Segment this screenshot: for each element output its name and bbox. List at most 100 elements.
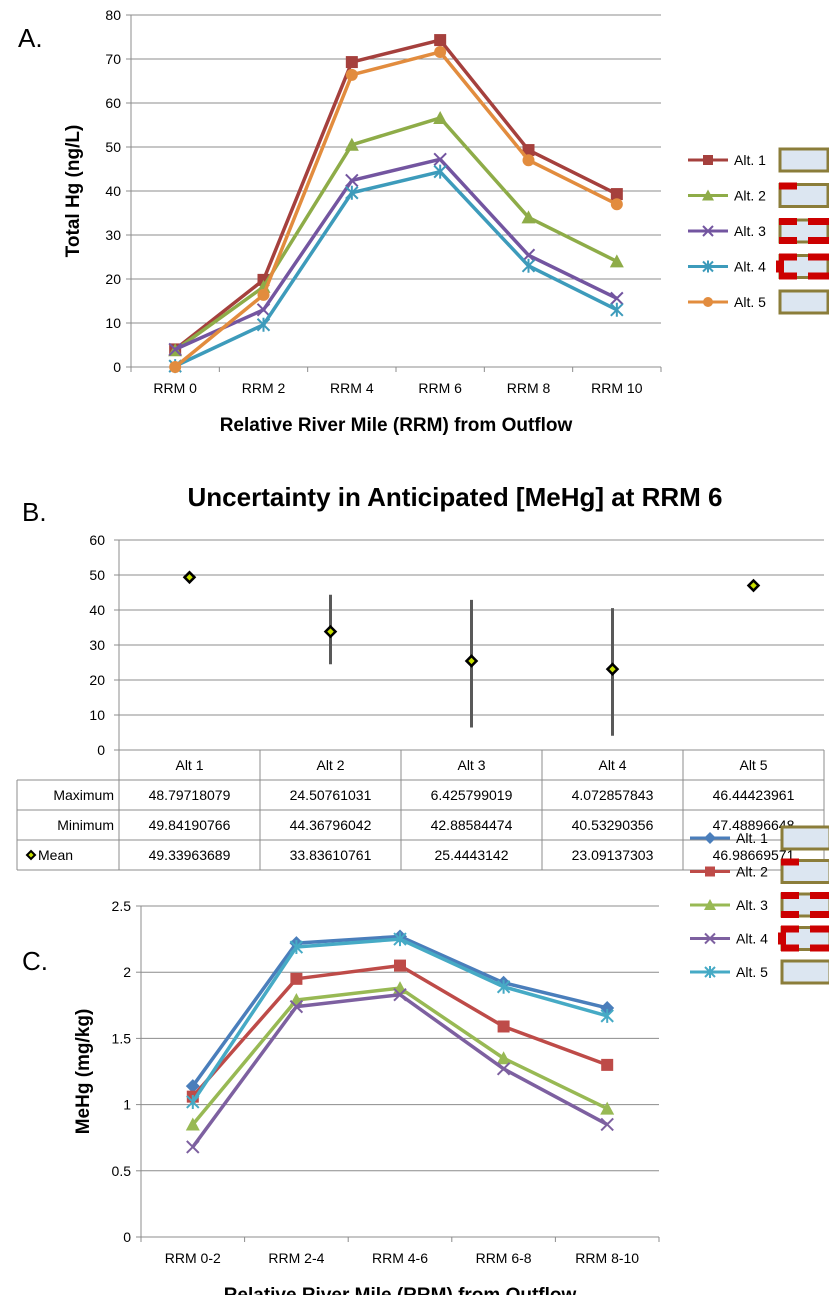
- x-tick-label: RRM 6: [418, 380, 462, 396]
- y-tick-label: 1: [123, 1097, 131, 1113]
- data-point: [522, 154, 535, 167]
- table-cell: 23.09137303: [572, 847, 654, 863]
- series-alt-2: [168, 110, 624, 357]
- table-column-header: Alt 5: [739, 757, 767, 773]
- series-alt-3: [168, 152, 624, 357]
- data-point: [257, 288, 270, 301]
- legend-pictogram-icon: [780, 858, 829, 884]
- pictogram-block: [808, 272, 829, 280]
- data-point: [394, 959, 406, 972]
- series-line: [174, 157, 618, 351]
- panel-label-c: C.: [22, 946, 48, 976]
- data-point: [434, 34, 447, 47]
- data-point: [186, 1140, 200, 1154]
- pictogram-block: [776, 260, 784, 273]
- legend-marker: [703, 297, 713, 307]
- data-point: [434, 45, 447, 58]
- series-line: [174, 169, 618, 368]
- data-point: [345, 56, 358, 69]
- legend-marker: [704, 932, 716, 945]
- y-tick-label: 0: [97, 742, 105, 758]
- data-point: [433, 152, 447, 167]
- y-tick-label: 2: [123, 964, 131, 980]
- mean-marker: [464, 654, 479, 668]
- data-point: [521, 258, 536, 273]
- pictogram-block: [808, 253, 829, 261]
- data-point: [185, 1117, 200, 1131]
- x-tick-label: RRM 10: [591, 380, 643, 396]
- data-table: Alt 1 Alt 2 Alt 3 Alt 4 Alt 5 Maximum 48.79718…: [16, 749, 825, 871]
- table-cell: 40.53290356: [572, 817, 654, 833]
- data-point: [345, 68, 358, 81]
- legend-label: Alt. 5: [734, 294, 766, 310]
- data-point: [610, 198, 623, 211]
- x-tick-label: RRM 8-10: [575, 1250, 639, 1266]
- legend-label: Alt. 5: [736, 964, 768, 980]
- legend-marker: [704, 966, 716, 978]
- pictogram-block: [810, 892, 829, 899]
- y-tick-label: 50: [105, 139, 121, 155]
- table-cell: 42.88584474: [431, 817, 513, 833]
- data-point: [393, 988, 407, 1002]
- series-line: [174, 116, 618, 352]
- x-axis-title: Relative River Mile (RRM) from Outflow: [224, 1285, 577, 1295]
- legend-pictogram-icon: [780, 959, 829, 985]
- pictogram-block: [781, 892, 799, 899]
- table-cell: 25.4443142: [435, 847, 509, 863]
- x-tick-label: RRM 4-6: [372, 1250, 428, 1266]
- table-cell: 46.44423961: [713, 787, 795, 803]
- pictogram-body: [778, 183, 829, 208]
- table-cell: 47.48896648: [713, 817, 795, 833]
- pictogram-body: [780, 892, 829, 918]
- data-point: [610, 291, 624, 306]
- pictogram-block: [779, 218, 797, 225]
- series-alt-5: [169, 45, 623, 373]
- legend-marker: [702, 260, 714, 273]
- table-cell: 24.50761031: [290, 787, 372, 803]
- data-point: [185, 1079, 200, 1094]
- y-axis-title: Total Hg (ng/L): [63, 125, 84, 258]
- series-alt-3: [185, 981, 615, 1131]
- chart-panel-a: 0 10 20 30 40 50 60 70 80 RRM 0 RRM 2 RRM 4 RRM 6 RRM…: [63, 7, 829, 436]
- data-point: [609, 254, 624, 268]
- panel-label-b: B.: [22, 497, 47, 527]
- x-tick-label: RRM 2-4: [268, 1250, 324, 1266]
- pictogram-body: [778, 218, 829, 244]
- y-tick-label: 10: [89, 707, 105, 723]
- x-tick-label: RRM 4: [330, 380, 374, 396]
- chart-panel-b: Uncertainty in Anticipated [MeHg] at RRM…: [16, 482, 825, 871]
- y-tick-label: 1.5: [112, 1030, 132, 1046]
- mean-marker: [605, 662, 620, 676]
- y-tick-label: 0: [123, 1229, 131, 1245]
- data-point: [186, 1094, 200, 1109]
- data-point: [600, 1101, 615, 1115]
- x-tick-label: RRM 8: [507, 380, 551, 396]
- y-axis-title: MeHg (mg/kg): [73, 1009, 94, 1135]
- y-tick-label: 50: [89, 567, 105, 583]
- pictogram-block: [808, 237, 829, 244]
- legend-label: Alt. 4: [736, 931, 768, 947]
- y-tick-label: 30: [89, 637, 105, 653]
- legend-pictogram-icon: [780, 825, 829, 851]
- series-line: [191, 992, 609, 1149]
- data-point: [610, 302, 624, 317]
- legend-pictogram-icon: [778, 147, 829, 173]
- pictogram-body: [780, 959, 829, 985]
- pictogram-block: [808, 218, 829, 225]
- x-tick-label: RRM 0-2: [165, 1250, 221, 1266]
- mean-marker: [323, 624, 338, 639]
- pictogram-block: [810, 911, 829, 918]
- pictogram-block: [781, 858, 799, 866]
- data-point: [433, 110, 448, 124]
- x-axis-title: Relative River Mile (RRM) from Outflow: [220, 415, 573, 436]
- legend-pictogram-icon: [780, 892, 829, 918]
- y-tick-label: 0: [113, 359, 121, 375]
- pictogram-block: [810, 925, 829, 933]
- legend-label: Alt. 3: [736, 897, 768, 913]
- y-tick-label: 40: [105, 183, 121, 199]
- data-point: [522, 144, 535, 157]
- legend-key-mean-icon: [25, 849, 37, 861]
- legend-label: Alt. 1: [736, 830, 768, 846]
- legend-label: Alt. 3: [734, 223, 766, 239]
